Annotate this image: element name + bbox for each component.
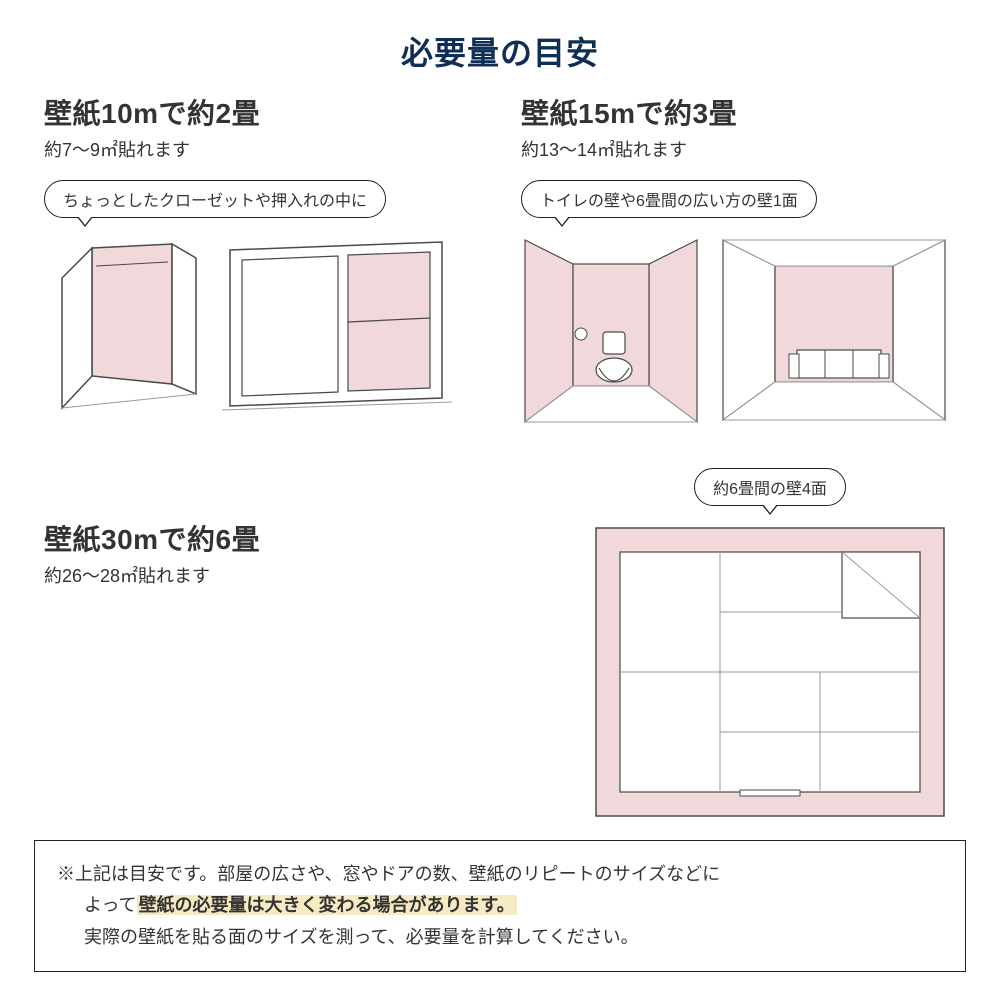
speech-bubble: トイレの壁や6畳間の広い方の壁1面 [521, 180, 817, 218]
section-heading: 壁紙30mで約6畳 [44, 518, 260, 558]
section-10m: 壁紙10mで約2畳 約7〜9㎡貼れます ちょっとしたクローゼットや押入れの中に [44, 92, 479, 426]
note-line-1: ※上記は目安です。部屋の広さや、窓やドアの数、壁紙のリピートのサイズなどに [57, 859, 943, 891]
illustration-row [521, 236, 956, 426]
living-accent-wall-illustration [719, 236, 949, 426]
page-title: 必要量の目安 [0, 0, 1000, 74]
section-30m: 壁紙30mで約6畳 約26〜28㎡貼れます [44, 518, 260, 588]
closet-illustration [44, 236, 204, 416]
note-line-2: よって壁紙の必要量は大きく変わる場合があります。 [57, 890, 943, 922]
section-30m-illustration: 約6畳間の壁4面 [590, 468, 950, 822]
note-box: ※上記は目安です。部屋の広さや、窓やドアの数、壁紙のリピートのサイズなどに よっ… [34, 840, 966, 973]
section-heading: 壁紙15mで約3畳 [521, 92, 956, 132]
section-heading: 壁紙10mで約2畳 [44, 92, 479, 132]
illustration-row [44, 236, 479, 416]
speech-bubble: 約6畳間の壁4面 [694, 468, 846, 506]
speech-bubble: ちょっとしたクローゼットや押入れの中に [44, 180, 386, 218]
section-sub: 約26〜28㎡貼れます [44, 562, 260, 588]
section-15m: 壁紙15mで約3畳 約13〜14㎡貼れます トイレの壁や6畳間の広い方の壁1面 [521, 92, 956, 426]
note-line-2-pre: よって [84, 895, 137, 915]
floor-plan-illustration [590, 522, 950, 822]
note-highlight: 壁紙の必要量は大きく変わる場合があります。 [137, 895, 517, 915]
oshiire-illustration [222, 236, 452, 416]
note-line-3: 実際の壁紙を貼る面のサイズを測って、必要量を計算してください。 [57, 922, 943, 954]
toilet-room-illustration [521, 236, 701, 426]
section-sub: 約13〜14㎡貼れます [521, 136, 956, 162]
sections-grid: 壁紙10mで約2畳 約7〜9㎡貼れます ちょっとしたクローゼットや押入れの中に [44, 92, 956, 426]
section-sub: 約7〜9㎡貼れます [44, 136, 479, 162]
